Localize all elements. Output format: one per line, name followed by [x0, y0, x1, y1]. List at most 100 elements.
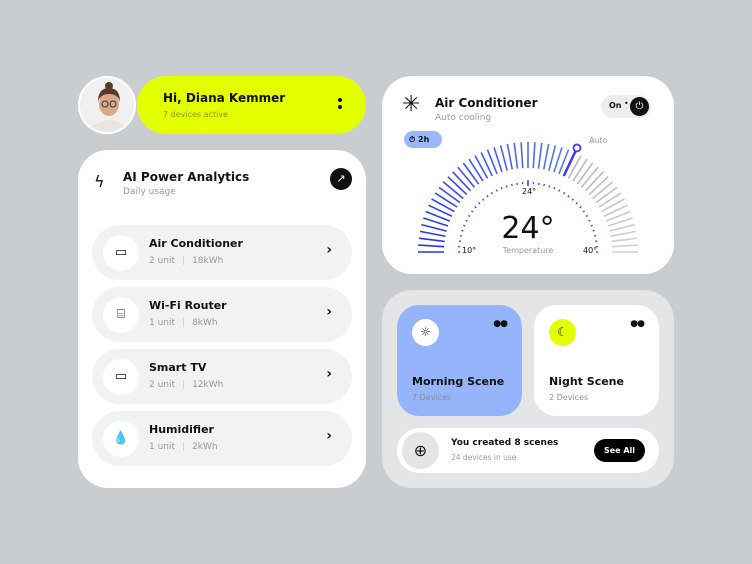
humidifier-icon: 💧	[103, 421, 139, 457]
power-toggle[interactable]: On • ⏻	[601, 95, 651, 118]
device-meta: 2 unit | 18kWh	[149, 256, 224, 266]
device-units: 1 unit	[149, 442, 176, 452]
gauge-tick	[532, 142, 536, 169]
moon-icon: ☾	[549, 319, 576, 346]
gauge-dot	[592, 229, 595, 232]
gauge-tick	[584, 171, 604, 192]
gauge-dot	[548, 185, 551, 188]
gauge-tick	[598, 192, 622, 208]
gauge-tick	[493, 147, 503, 173]
gauge-tick	[603, 204, 628, 217]
gauge-tick	[418, 244, 445, 248]
gauge-tick	[592, 181, 614, 200]
gauge-dot	[474, 206, 477, 209]
gauge-dot	[590, 224, 593, 227]
temperature-label: Temperature	[502, 246, 554, 255]
temperature-gauge[interactable]	[382, 76, 674, 274]
device-row[interactable]: ⌸ Wi-Fi Router 1 unit | 8kWh ›	[92, 287, 352, 342]
air-conditioner-icon: ▭	[103, 235, 139, 271]
temperature-value: 24°	[501, 211, 555, 246]
gauge-tick	[442, 181, 464, 200]
snowflake-icon: ✳	[402, 92, 421, 117]
device-usage: 2kWh	[192, 442, 218, 452]
open-arrow-icon[interactable]: ↗	[330, 168, 352, 190]
scenes-panel: ☼ ●● Morning Scene 7 Devices ☾ ●● Night …	[382, 290, 674, 488]
gauge-tick	[605, 210, 631, 222]
avatar[interactable]	[78, 76, 136, 134]
device-units: 1 unit	[149, 318, 176, 328]
gauge-tick	[610, 230, 637, 238]
gauge-tick	[447, 176, 468, 196]
gauge-tick	[601, 198, 625, 213]
gauge-tick	[572, 158, 588, 182]
gauge-tick	[609, 223, 635, 232]
gauge-dot	[465, 219, 468, 222]
gauge-tick	[462, 162, 480, 185]
gauge-tick	[558, 149, 570, 175]
more-icon[interactable]	[338, 98, 342, 112]
gauge-dot	[558, 189, 561, 192]
lightning-icon: ϟ	[94, 172, 105, 191]
gauge-tick	[576, 162, 594, 185]
chevron-right-icon[interactable]: ›	[326, 242, 332, 258]
gauge-tick	[457, 166, 476, 188]
gauge-tick	[607, 217, 633, 227]
add-scene-icon[interactable]: ⊕	[402, 432, 439, 469]
gauge-tick	[425, 210, 451, 222]
gauge-tick	[513, 142, 519, 169]
gauge-dot	[571, 198, 574, 201]
timer-icon: ⏱	[409, 135, 416, 144]
see-all-button[interactable]: See All	[594, 439, 645, 462]
gauge-dot	[478, 202, 481, 205]
gauge-tick	[418, 237, 445, 243]
gauge-tick	[588, 176, 609, 196]
sun-icon: ☼	[412, 319, 439, 346]
gauge-tick	[421, 223, 447, 232]
ac-subtitle: Auto cooling	[435, 113, 492, 123]
more-icon[interactable]: ●●	[493, 319, 508, 329]
chevron-right-icon[interactable]: ›	[326, 304, 332, 320]
more-icon[interactable]: ●●	[630, 319, 645, 329]
gauge-tick	[548, 145, 557, 171]
scene-devices: 7 Devices	[412, 393, 452, 402]
device-meta: 2 unit | 12kWh	[149, 380, 224, 390]
device-row[interactable]: 💧 Humidifier 1 unit | 2kWh ›	[92, 411, 352, 466]
gauge-tick	[499, 145, 508, 171]
air-conditioner-card: ✳ Air Conditioner Auto cooling On • ⏻ ⏱ …	[382, 76, 674, 274]
chevron-right-icon[interactable]: ›	[326, 366, 332, 382]
device-row[interactable]: ▭ Smart TV 2 unit | 12kWh ›	[92, 349, 352, 404]
greeting-text: Hi, Diana Kemmer	[163, 91, 286, 105]
scene-name: Night Scene	[549, 375, 624, 388]
timer-value: 2h	[418, 135, 430, 144]
gauge-dot	[500, 187, 503, 190]
power-state: On	[609, 101, 622, 110]
gauge-dot	[482, 198, 485, 201]
gauge-tick	[506, 143, 514, 170]
scene-morning[interactable]: ☼ ●● Morning Scene 7 Devices	[397, 305, 522, 416]
power-icon: ⏻	[630, 97, 649, 116]
timer-badge[interactable]: ⏱ 2h	[404, 131, 442, 148]
gauge-tick	[520, 142, 524, 169]
device-usage: 12kWh	[192, 380, 224, 390]
gauge-dot	[585, 214, 589, 218]
device-meta: 1 unit | 8kWh	[149, 318, 218, 328]
scene-night[interactable]: ☾ ●● Night Scene 2 Devices	[534, 305, 659, 416]
device-name: Air Conditioner	[149, 237, 243, 250]
gauge-tick	[542, 143, 550, 170]
gauge-tick	[537, 142, 543, 169]
gauge-dot	[553, 187, 556, 190]
device-name: Humidifier	[149, 423, 214, 436]
analytics-title: AI Power Analytics	[123, 170, 250, 184]
device-name: Wi-Fi Router	[149, 299, 227, 312]
device-usage: 8kWh	[192, 318, 218, 328]
gauge-dot	[567, 194, 570, 198]
chevron-right-icon[interactable]: ›	[326, 428, 332, 444]
analytics-subtitle: Daily usage	[123, 187, 176, 197]
setpoint-handle[interactable]	[572, 143, 582, 153]
device-row[interactable]: ▭ Air Conditioner 2 unit | 18kWh ›	[92, 225, 352, 280]
gauge-dot	[495, 189, 498, 192]
device-meta: 1 unit | 2kWh	[149, 442, 218, 452]
gauge-tick	[434, 192, 458, 208]
gauge-tick	[474, 155, 489, 179]
scene-name: Morning Scene	[412, 375, 505, 388]
